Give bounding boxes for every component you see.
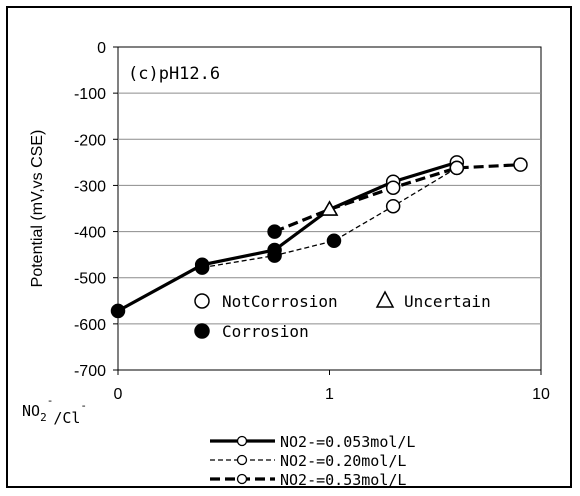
marker-legend: NotCorrosion Uncertain Corrosion [194,290,491,341]
series-legend-marker [236,473,248,485]
y-tick-label: -700 [74,363,106,380]
x-tick-labels: 0 1 10 [114,386,550,403]
x-tick-label: 0 [114,386,123,403]
legend-corrosion-icon [194,323,210,339]
y-tick-labels: 0 -100 -200 -300 -400 -500 -600 -700 [74,40,106,380]
grid-lines [113,46,542,375]
data-point-notcorrosion [513,157,528,172]
data-point-notcorrosion [385,180,401,195]
series-lines [117,160,521,313]
chart-frame [6,6,572,488]
legend-notcorrosion-label: NotCorrosion [222,292,338,311]
x-axis-label: NO2-/Cl- [22,394,87,427]
data-point-notcorrosion [385,198,401,214]
data-point-corrosion [110,303,126,319]
data-point-corrosion [194,260,210,275]
y-tick-label: -100 [74,86,106,103]
y-tick-label: -400 [74,225,106,242]
x-tick-label: 10 [532,386,550,403]
y-tick-label: -500 [74,271,106,288]
series-line [117,160,458,313]
data-point-uncertain [320,200,339,216]
y-axis-label: Potential (mV,vs CSE) [29,130,46,288]
series-legend-marker [236,435,248,447]
legend-notcorrosion-icon [194,293,210,309]
legend-uncertain-label: Uncertain [404,292,491,311]
legend-corrosion-label: Corrosion [222,322,309,341]
legend-uncertain-icon [375,290,395,308]
y-tick-label: -300 [74,178,106,195]
series-legend-label: NO2-=0.20mol/L [280,452,406,470]
data-point-corrosion [326,233,342,249]
chart-annotation: (c)pH12.6 [128,64,220,84]
series-legend-label: NO2-=0.053mol/L [280,433,415,451]
series-line [202,167,458,269]
series-legend-marker [236,454,248,466]
series-legend: NO2-=0.053mol/LNO2-=0.20mol/LNO2-=0.53mo… [210,433,415,489]
y-tick-label: 0 [97,40,106,57]
y-tick-label: -600 [74,317,106,334]
series-legend-label: NO2-=0.53mol/L [280,471,406,489]
data-point-corrosion [267,248,282,263]
y-tick-label: -200 [74,132,106,149]
x-tick-label: 1 [325,386,334,403]
data-point-notcorrosion [449,160,465,176]
data-markers [110,155,528,319]
data-point-corrosion [267,224,282,239]
